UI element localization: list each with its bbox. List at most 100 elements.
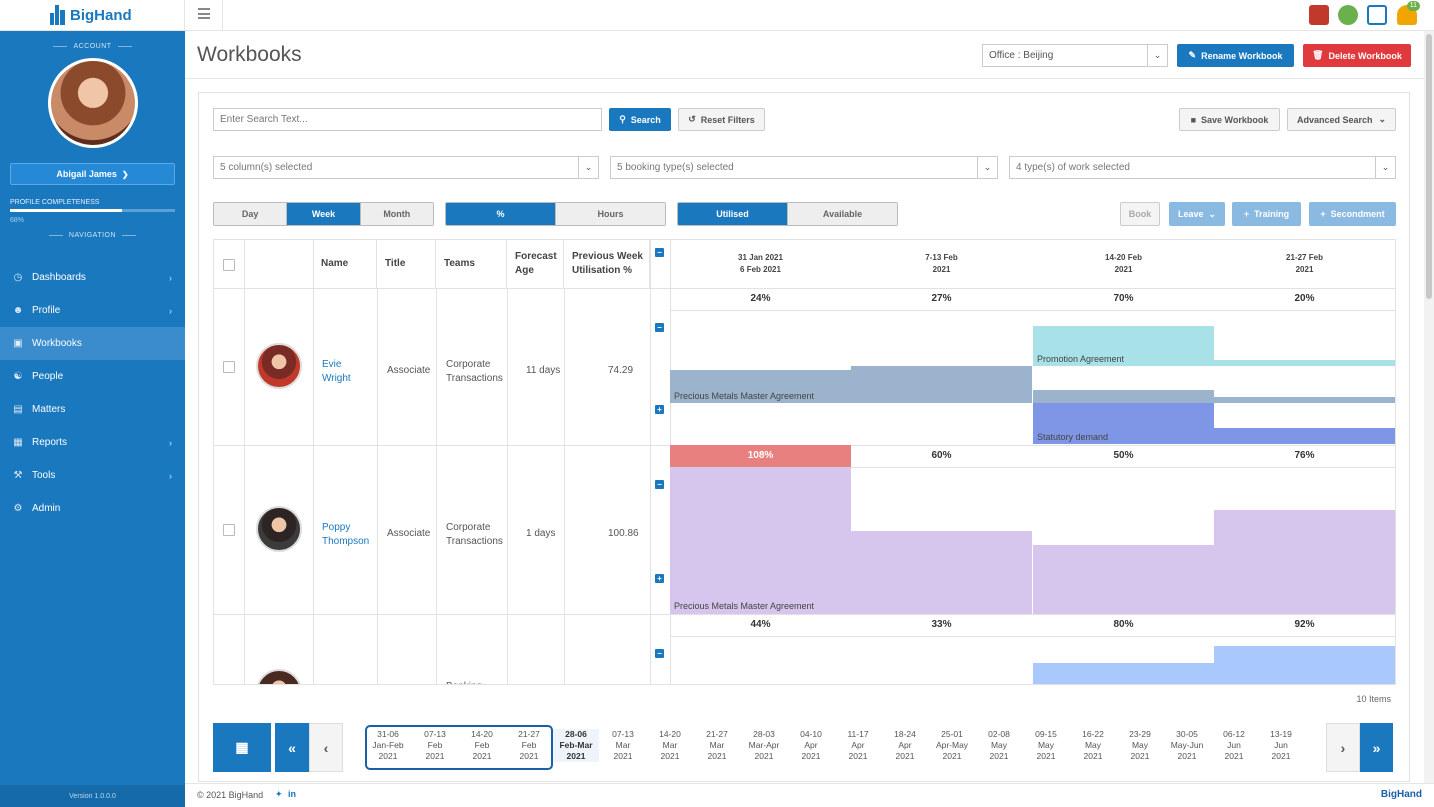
sidebar-item-workbooks[interactable]: ▣ Workbooks xyxy=(0,327,185,360)
date-strip-week[interactable]: 31-06 Jan-Feb 2021 xyxy=(365,729,411,762)
date-strip-week[interactable]: 04-10 Apr 2021 xyxy=(788,729,834,762)
date-strip-week[interactable]: 21-27 Feb 2021 xyxy=(506,729,552,762)
save-workbook-button[interactable]: ■ Save Workbook xyxy=(1179,108,1280,131)
training-button[interactable]: + Training xyxy=(1232,202,1301,226)
row-checkbox[interactable] xyxy=(223,360,235,373)
date-strip-week[interactable]: 07-13 Mar 2021 xyxy=(600,729,646,762)
next-week-button[interactable]: › xyxy=(1326,723,1360,772)
booking-bar-precious-metals[interactable] xyxy=(1214,510,1395,614)
rename-workbook-button[interactable]: ✎ Rename Workbook xyxy=(1177,44,1294,67)
booking-types-select[interactable]: 5 booking type(s) selected ⌄ xyxy=(610,156,998,179)
col-header-title[interactable]: Title xyxy=(377,240,436,288)
booking-bar-precious-metals[interactable] xyxy=(670,467,851,614)
date-strip-week[interactable]: 18-24 Apr 2021 xyxy=(882,729,928,762)
booking-bar-precious-metals[interactable] xyxy=(1033,545,1214,614)
calendar-button[interactable]: ▦ xyxy=(213,723,271,772)
leave-button[interactable]: Leave ⌄ xyxy=(1169,202,1225,226)
logo[interactable]: BigHand xyxy=(0,0,185,31)
sidebar-item-people[interactable]: ☯ People xyxy=(0,360,185,393)
jump-back-button[interactable]: « xyxy=(275,723,309,772)
row-checkbox[interactable] xyxy=(223,523,235,536)
booking-bar-statutory-demand[interactable] xyxy=(1214,428,1395,444)
date-strip-week[interactable]: 28-03 Mar-Apr 2021 xyxy=(741,729,787,762)
date-strip-week[interactable]: 14-20 Mar 2021 xyxy=(647,729,693,762)
date-strip-week[interactable]: 14-20 Feb 2021 xyxy=(459,729,505,762)
date-strip-week[interactable]: 13-19 Jun 2021 xyxy=(1258,729,1304,762)
booking-bar-row3[interactable] xyxy=(1214,646,1395,684)
tab-available[interactable]: Available xyxy=(788,203,897,225)
booking-bar-precious-metals[interactable] xyxy=(1214,397,1395,403)
tab-day[interactable]: Day xyxy=(214,203,288,225)
booking-bar-precious-metals[interactable] xyxy=(851,531,1032,614)
page-scrollbar-thumb[interactable] xyxy=(1426,34,1432,299)
date-strip-week[interactable]: 07-13 Feb 2021 xyxy=(412,729,458,762)
col-header-teams[interactable]: Teams xyxy=(436,240,507,288)
date-strip-week[interactable]: 02-08 May 2021 xyxy=(976,729,1022,762)
hamburger-menu-icon[interactable] xyxy=(198,8,210,19)
date-strip-week[interactable]: 28-06 Feb-Mar 2021 xyxy=(553,729,599,762)
briefcase-icon[interactable] xyxy=(1309,5,1329,25)
date-strip-week[interactable]: 06-12 Jun 2021 xyxy=(1211,729,1257,762)
week-header[interactable]: 21-27 Feb 2021 xyxy=(1245,252,1365,276)
reset-filters-button[interactable]: ↺ Reset Filters xyxy=(678,108,765,131)
work-types-select[interactable]: 4 type(s) of work selected ⌄ xyxy=(1009,156,1396,179)
week-header[interactable]: 14-20 Feb 2021 xyxy=(1064,252,1184,276)
collapse-row-icon[interactable]: − xyxy=(655,480,664,489)
booking-bar-promotion[interactable] xyxy=(1033,326,1214,366)
book-button[interactable]: Book xyxy=(1120,202,1160,226)
chat-icon[interactable] xyxy=(1367,5,1387,25)
date-strip-week[interactable]: 21-27 Mar 2021 xyxy=(694,729,740,762)
secondment-button[interactable]: + Secondment xyxy=(1309,202,1396,226)
prev-week-button[interactable]: ‹ xyxy=(309,723,343,772)
search-button[interactable]: ⚲ Search xyxy=(609,108,671,131)
person-name-link[interactable]: Poppy Thompson xyxy=(322,521,369,549)
expand-row-icon[interactable]: + xyxy=(655,574,664,583)
date-strip-week[interactable]: 30-05 May-Jun 2021 xyxy=(1164,729,1210,762)
tab-utilised[interactable]: Utilised xyxy=(678,203,788,225)
delete-workbook-button[interactable]: 🗑 Delete Workbook xyxy=(1303,44,1411,67)
date-strip-week[interactable]: 23-29 May 2021 xyxy=(1117,729,1163,762)
date-strip-week[interactable]: 16-22 May 2021 xyxy=(1070,729,1116,762)
person-avatar[interactable] xyxy=(256,669,302,684)
week-header[interactable]: 7-13 Feb 2021 xyxy=(882,252,1002,276)
user-avatar[interactable] xyxy=(47,58,138,148)
sidebar-item-dashboards[interactable]: ◷ Dashboards › xyxy=(0,261,185,294)
sidebar-item-tools[interactable]: ⚒ Tools › xyxy=(0,459,185,492)
page-scrollbar[interactable] xyxy=(1424,31,1434,783)
sidebar-item-reports[interactable]: ▦ Reports › xyxy=(0,426,185,459)
search-input[interactable] xyxy=(213,108,602,131)
columns-select[interactable]: 5 column(s) selected ⌄ xyxy=(213,156,599,179)
tab-week[interactable]: Week xyxy=(287,203,361,225)
collapse-all-icon[interactable]: − xyxy=(655,248,664,257)
tab-percent[interactable]: % xyxy=(446,203,556,225)
office-select[interactable]: Office : Beijing ⌄ xyxy=(982,44,1168,67)
date-strip-week[interactable]: 25-01 Apr-May 2021 xyxy=(929,729,975,762)
people-icon[interactable] xyxy=(1338,5,1358,25)
week-header[interactable]: 31 Jan 2021 6 Feb 2021 xyxy=(701,252,821,276)
booking-bar-statutory-demand[interactable] xyxy=(1033,403,1214,444)
booking-bar-precious-metals[interactable] xyxy=(851,366,1032,403)
person-name-link[interactable]: Evie Wright xyxy=(322,358,351,386)
user-menu-button[interactable]: Abigail James ❯ xyxy=(10,163,175,185)
collapse-row-icon[interactable]: − xyxy=(655,323,664,332)
col-header-prev-week[interactable]: Previous Week Utilisation % xyxy=(564,240,650,288)
sidebar-item-admin[interactable]: ⚙ Admin xyxy=(0,492,185,525)
booking-bar-promotion[interactable] xyxy=(1214,360,1395,366)
linkedin-icon[interactable]: in xyxy=(288,789,296,799)
booking-bar-precious-metals[interactable] xyxy=(670,370,851,403)
sidebar-item-matters[interactable]: ▤ Matters xyxy=(0,393,185,426)
collapse-row-icon[interactable]: − xyxy=(655,649,664,658)
sidebar-item-profile[interactable]: ☻ Profile › xyxy=(0,294,185,327)
tab-month[interactable]: Month xyxy=(360,203,433,225)
person-avatar[interactable] xyxy=(256,342,302,389)
col-header-forecast-age[interactable]: Forecast Age xyxy=(507,240,564,288)
select-all-checkbox[interactable] xyxy=(223,259,235,271)
jump-forward-button[interactable]: » xyxy=(1360,723,1393,772)
twitter-icon[interactable]: ✦ xyxy=(275,789,283,799)
date-strip-week[interactable]: 11-17 Apr 2021 xyxy=(835,729,881,762)
tab-hours[interactable]: Hours xyxy=(556,203,665,225)
col-header-name[interactable]: Name xyxy=(313,240,377,288)
booking-bar-row3[interactable] xyxy=(1033,663,1214,684)
person-avatar[interactable] xyxy=(256,505,302,552)
advanced-search-button[interactable]: Advanced Search ⌄ xyxy=(1287,108,1396,131)
